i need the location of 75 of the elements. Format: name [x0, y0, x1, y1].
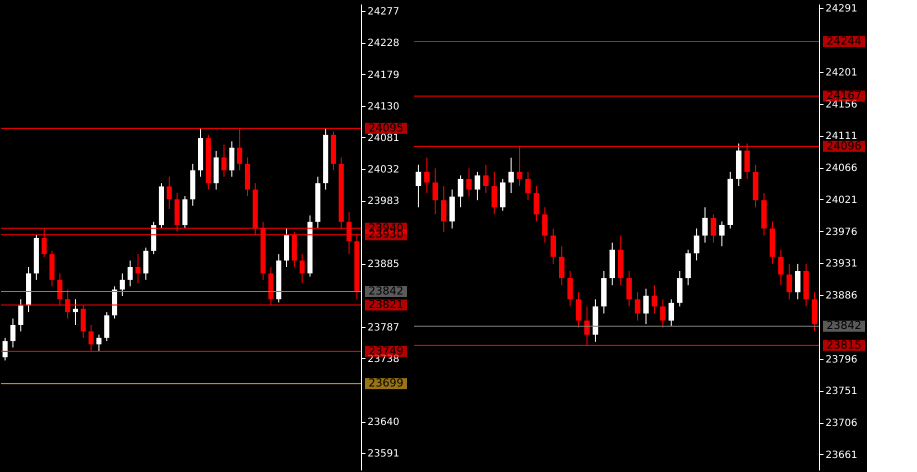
y-tick-label: 23751 [826, 386, 858, 398]
candlestick [492, 171, 498, 215]
candlestick [10, 318, 16, 348]
ref-line-label: 23821 [368, 298, 404, 311]
y-tick-label: 24130 [368, 101, 400, 112]
candlestick [135, 254, 141, 284]
y-tick-label: 23796 [826, 354, 858, 366]
candlestick [508, 157, 514, 194]
y-tick-label: 24066 [826, 163, 858, 174]
y-tick-label: 24081 [368, 132, 400, 144]
candlestick [18, 298, 24, 332]
candlestick [694, 228, 700, 261]
y-tick-label: 24201 [826, 67, 858, 78]
ref-line-label: 23842 [826, 319, 862, 332]
candlestick [424, 157, 430, 194]
y-tick-label: 23787 [368, 322, 400, 334]
candlestick [128, 260, 133, 287]
y-tick-label: 24021 [826, 194, 858, 206]
candlestick [2, 337, 8, 361]
candlestick [778, 249, 784, 286]
candlestick [72, 298, 78, 326]
candlestick [652, 284, 658, 314]
ref-line-label: 24244 [826, 34, 862, 48]
candlestick [300, 254, 305, 284]
y-tick-label: 23661 [826, 450, 858, 461]
candlestick [794, 263, 800, 300]
y-tick-label: 24277 [368, 6, 400, 18]
y-tick-label: 23983 [368, 196, 400, 208]
y-tick-label: 24291 [826, 4, 858, 15]
candlestick [143, 247, 148, 280]
candlestick [416, 164, 422, 208]
candlestick [719, 220, 725, 247]
candlestick [525, 171, 531, 201]
candlestick [432, 168, 438, 215]
candlestick [567, 270, 573, 307]
candlestick [668, 298, 674, 327]
candlestick [120, 272, 125, 296]
candlestick [634, 292, 640, 322]
candlestick [96, 334, 102, 352]
candlestick [104, 312, 110, 342]
candlestick [466, 168, 472, 198]
candlestick [166, 176, 172, 210]
candlestick [660, 298, 666, 328]
candlestick [221, 144, 227, 178]
y-tick-label: 24179 [368, 70, 400, 81]
ref-line-label: 23815 [826, 338, 862, 352]
candlestick [558, 246, 564, 286]
y-tick-label: 23886 [826, 290, 858, 302]
y-tick-label: 23706 [826, 418, 858, 430]
y-tick-label: 24156 [826, 99, 858, 110]
y-tick-label: 24228 [368, 38, 400, 50]
candlestick [786, 263, 792, 300]
candlestick [550, 228, 556, 264]
y-tick-label: 23976 [826, 226, 858, 238]
ref-line-label: 23842 [368, 284, 404, 298]
candlestick [440, 186, 446, 233]
candlestick [542, 206, 548, 244]
y-tick-label: 23738 [368, 354, 400, 365]
ref-line-label: 24095 [368, 121, 404, 134]
y-tick-label: 24032 [368, 164, 400, 176]
candlestick [534, 186, 540, 222]
candlestick [474, 171, 480, 201]
ref-line-label: 23699 [368, 376, 404, 390]
y-tick-label: 23885 [368, 259, 400, 270]
candlestick [702, 206, 708, 244]
candlestick [576, 292, 582, 328]
candlestick [710, 214, 716, 244]
candlestick [458, 174, 464, 208]
y-tick-label: 23640 [368, 417, 400, 428]
y-tick-label: 23931 [826, 258, 858, 270]
candlestick [643, 288, 649, 325]
candlestick [483, 164, 489, 194]
y-tick-label: 23591 [368, 448, 400, 460]
candlestick [229, 140, 234, 178]
candlestick [626, 270, 632, 307]
